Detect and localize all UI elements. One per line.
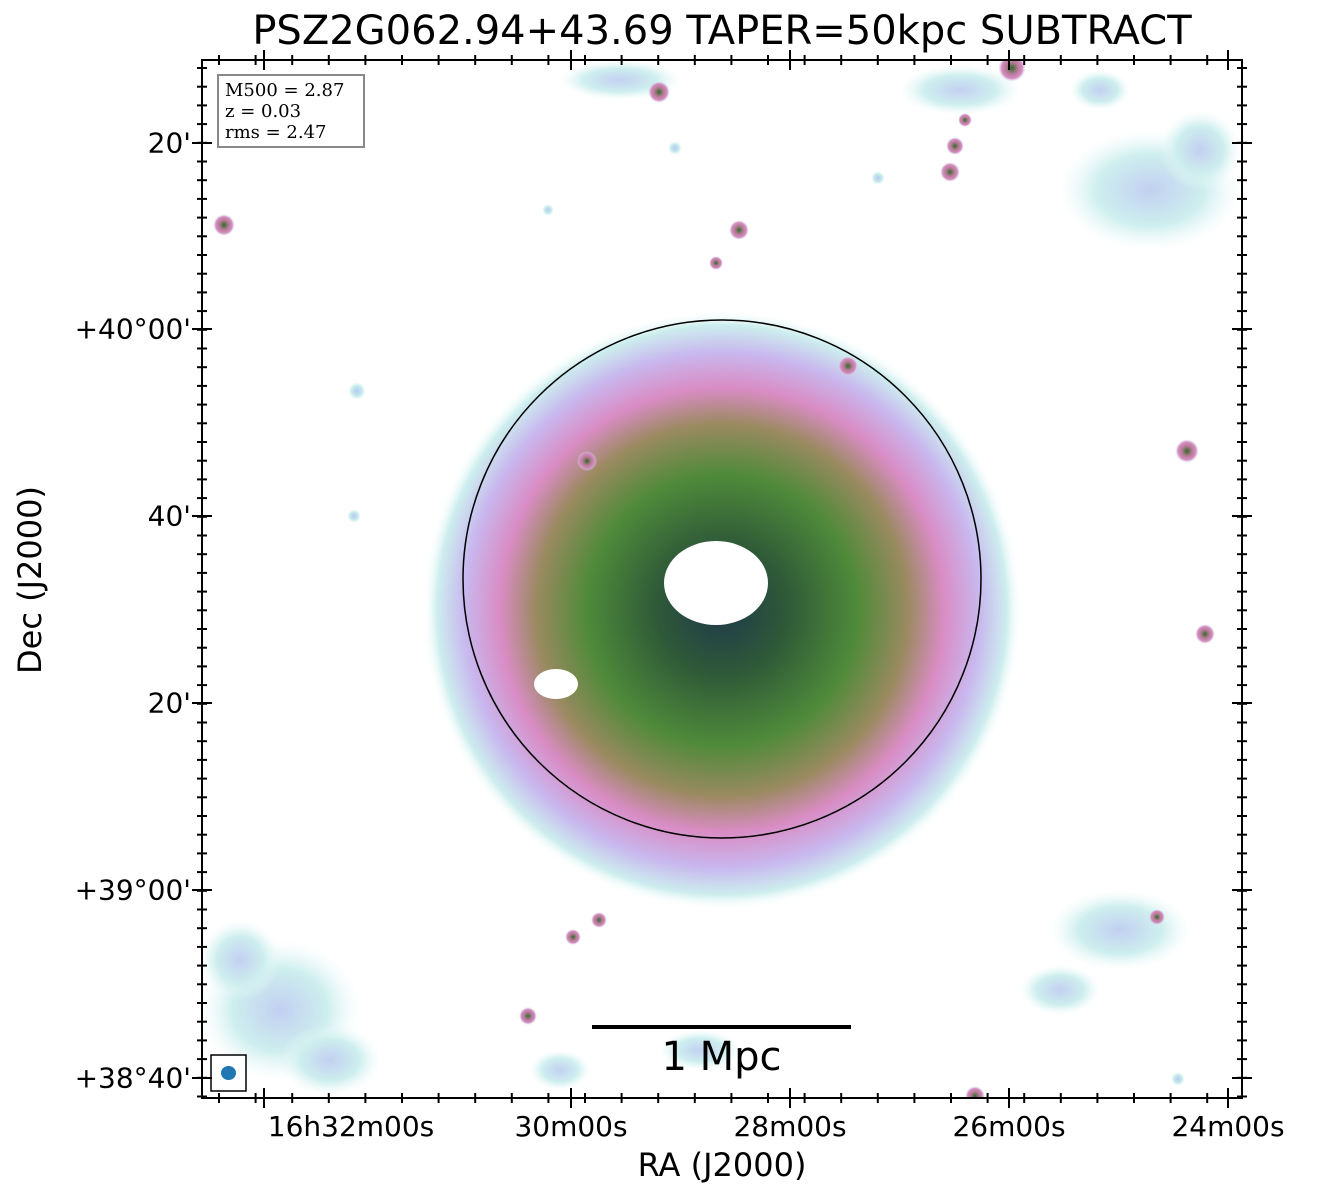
r500-circle	[462, 319, 982, 839]
xtick-label: 16h32m00s	[267, 1110, 435, 1143]
diffuse-emission	[202, 60, 1240, 1095]
ytick-label: +38°40'	[74, 1061, 191, 1095]
y-axis-label: Dec (J2000)	[11, 486, 49, 674]
rms-label: rms = 2.47	[225, 122, 327, 143]
xtick-label: 26m00s	[952, 1110, 1066, 1143]
ytick-label: 20'	[147, 686, 191, 720]
beam-indicator	[210, 1054, 247, 1092]
ytick-label: 20'	[147, 126, 191, 160]
scale-bar-label: 1 Mpc	[661, 1034, 782, 1080]
xtick-label: 30m00s	[514, 1110, 628, 1143]
ytick-label: +40°00'	[74, 312, 191, 346]
cluster-halo	[422, 310, 1022, 910]
redshift-label: z = 0.03	[225, 101, 302, 122]
xtick-label: 28m00s	[733, 1110, 847, 1143]
ytick-label: 40'	[147, 499, 191, 533]
info-box: M500 = 2.87 z = 0.03 rms = 2.47	[217, 74, 365, 148]
xtick-label: 24m00s	[1171, 1110, 1285, 1143]
mass-label: M500 = 2.87	[225, 80, 345, 101]
radio-image	[202, 60, 1242, 1098]
figure-title: PSZ2G062.94+43.69 TAPER=50kpc SUBTRACT	[252, 8, 1192, 54]
plot-frame	[201, 59, 1243, 1099]
x-axis-label: RA (J2000)	[637, 1146, 807, 1184]
compact-sources	[213, 60, 1215, 1098]
axis-ticks	[192, 50, 1252, 1108]
ytick-label: +39°00'	[74, 873, 191, 907]
